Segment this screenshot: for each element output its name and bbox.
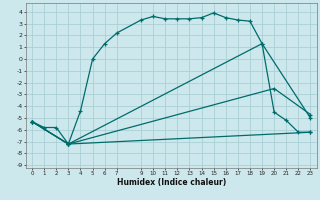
X-axis label: Humidex (Indice chaleur): Humidex (Indice chaleur) — [116, 178, 226, 187]
